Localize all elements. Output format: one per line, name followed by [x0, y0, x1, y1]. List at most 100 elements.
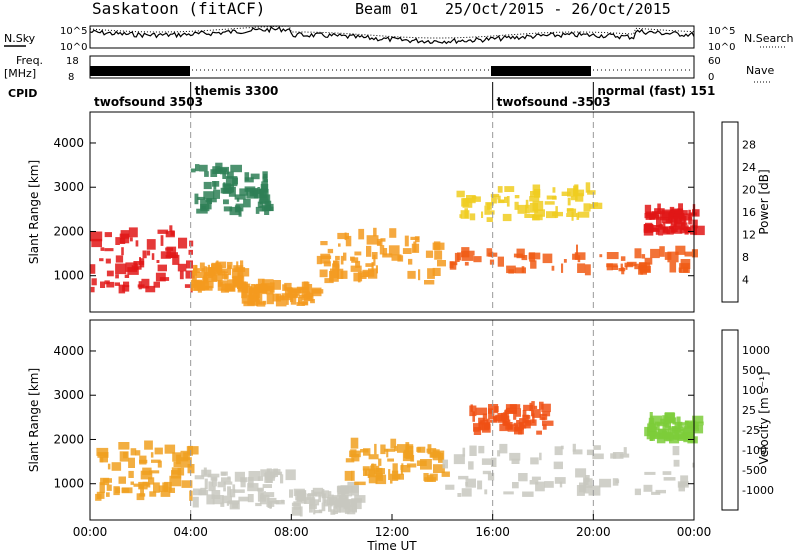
data-cell — [201, 286, 209, 290]
data-cell — [662, 471, 672, 475]
data-cell — [113, 486, 120, 496]
data-cell — [560, 445, 564, 450]
data-cell — [497, 256, 504, 267]
data-cell — [683, 266, 688, 273]
data-cell — [400, 465, 404, 470]
nsky-label: N.Sky — [4, 32, 36, 45]
data-cell — [323, 499, 329, 507]
data-cell — [541, 417, 546, 421]
data-cell — [207, 473, 220, 478]
y-tick-label: 4000 — [53, 344, 84, 358]
data-cell — [194, 475, 205, 480]
freq-label: Freq. — [16, 54, 43, 67]
data-cell — [668, 212, 674, 223]
data-cell — [531, 476, 541, 481]
data-cell — [362, 466, 370, 471]
data-cell — [228, 186, 236, 197]
data-cell — [290, 287, 300, 296]
data-cell — [321, 490, 329, 499]
data-cell — [100, 281, 106, 288]
data-cell — [620, 256, 626, 261]
data-cell — [299, 490, 306, 501]
data-cell — [165, 247, 174, 251]
data-cell — [160, 251, 171, 259]
data-cell — [529, 202, 539, 213]
data-cell — [199, 164, 208, 172]
data-cell — [128, 470, 134, 478]
data-cell — [130, 448, 137, 456]
data-cell — [508, 269, 515, 274]
data-cell — [402, 248, 412, 254]
data-cell — [691, 249, 698, 258]
data-cell — [465, 478, 476, 488]
data-cell — [675, 245, 686, 255]
data-cell — [218, 270, 226, 276]
data-cell — [227, 476, 231, 480]
data-cell — [256, 299, 260, 304]
data-cell — [651, 491, 661, 495]
data-cell — [168, 487, 175, 493]
noise-tick-bottom-right: 10^0 — [708, 42, 735, 53]
data-cell — [187, 464, 195, 474]
data-cell — [514, 195, 520, 199]
data-cell — [400, 465, 411, 473]
data-cell — [400, 466, 403, 475]
data-cell — [577, 263, 586, 273]
data-cell — [461, 247, 470, 258]
data-cell — [178, 237, 188, 249]
data-cell — [141, 278, 150, 289]
x-tick-label: 12:00 — [375, 525, 410, 539]
data-cell — [457, 493, 462, 497]
data-cell — [242, 283, 249, 293]
data-cell — [260, 493, 264, 499]
velocity-ylabel: Slant Range [km] — [27, 368, 41, 472]
data-cell — [513, 410, 517, 420]
data-cell — [684, 225, 689, 235]
data-cell — [514, 201, 519, 210]
data-cell — [211, 477, 217, 487]
colorbar-tick-label: 4 — [742, 274, 749, 287]
data-cell — [154, 447, 163, 455]
data-cell — [351, 485, 359, 496]
freq-tick-top: 18 — [66, 56, 79, 67]
station-title: Saskatoon (fitACF) — [92, 0, 265, 18]
data-cell — [525, 199, 529, 209]
data-cell — [561, 263, 564, 273]
data-cell — [204, 478, 208, 490]
power-ylabel: Slant Range [km] — [27, 160, 41, 264]
data-cell — [241, 295, 252, 304]
data-cell — [350, 437, 359, 449]
data-cell — [542, 253, 553, 264]
data-cell — [146, 250, 151, 256]
data-cell — [497, 186, 503, 193]
data-cell — [274, 471, 283, 476]
data-cell — [247, 483, 259, 492]
data-cell — [135, 450, 141, 456]
data-cell — [296, 302, 305, 306]
data-cell — [160, 235, 164, 246]
data-cell — [156, 260, 160, 263]
data-cell — [681, 210, 688, 215]
data-cell — [164, 444, 176, 454]
data-cell — [365, 263, 374, 267]
data-cell — [370, 465, 375, 471]
velocity-frame — [89, 319, 695, 521]
data-cell — [253, 189, 264, 199]
data-cell — [462, 198, 473, 208]
data-cell — [328, 503, 332, 512]
data-cell — [153, 482, 160, 493]
y-tick-label: 3000 — [53, 180, 84, 194]
data-cell — [388, 469, 391, 480]
noise-tick-top-left: 10^5 — [60, 26, 87, 37]
data-cell — [140, 258, 145, 268]
data-cell — [432, 267, 441, 276]
data-cell — [532, 413, 535, 423]
data-cell — [96, 447, 109, 456]
data-cell — [677, 481, 689, 488]
data-cell — [223, 271, 228, 280]
data-cell — [530, 260, 537, 269]
y-tick-label: 2000 — [53, 224, 84, 238]
data-cell — [248, 287, 259, 299]
data-cell — [373, 254, 376, 266]
data-cell — [338, 243, 341, 247]
